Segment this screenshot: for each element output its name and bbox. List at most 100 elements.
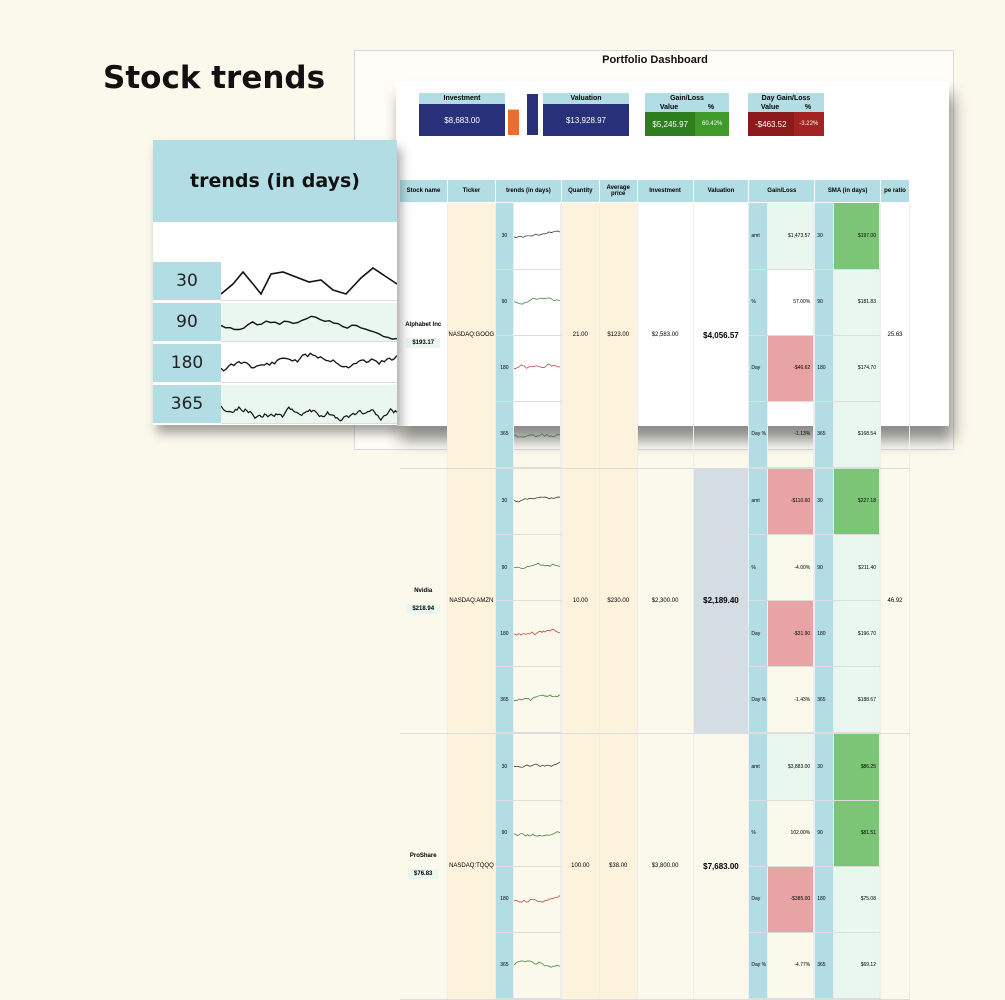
sma-cell: 30 $86.25 90 $81.51 180 $75.08 365 $69.12 — [814, 733, 881, 1000]
sma-value: $75.08 — [833, 866, 881, 933]
gain-loss-label: Gain/Loss — [645, 93, 729, 104]
valuation-label: Valuation — [543, 93, 629, 104]
trend-cell: 30 90 180 365 — [495, 202, 562, 469]
trend-label: 365 — [495, 401, 514, 468]
trend-label: 180 — [495, 866, 514, 933]
col-trends: trends (in days) — [494, 179, 562, 203]
col-investment: Investment — [636, 179, 694, 203]
ticker: NASDAQ:AMZN — [447, 468, 496, 734]
gl-value: -4.77% — [767, 932, 815, 999]
gl-value: 102.00% — [767, 800, 815, 867]
valuation-value: $13,928.97 — [543, 104, 629, 136]
sma-value: $181.83 — [833, 269, 881, 336]
sma-value: $81.51 — [833, 800, 881, 867]
trend-label-180: 180 — [153, 344, 221, 383]
trends-zoom-header: trends (in days) — [153, 140, 397, 222]
gl-label: Day % — [749, 401, 768, 468]
gl-label: % — [749, 269, 768, 336]
ticker: NASDAQ:GOOG — [447, 202, 496, 469]
trend-plot-365 — [220, 385, 398, 424]
stock-name: ProShare — [409, 853, 437, 860]
pe-ratio: 25.63 — [880, 202, 910, 469]
gl-label: amt — [749, 468, 768, 535]
dashboard-title: Portfolio Dashboard — [602, 54, 708, 66]
sma-value: $211.40 — [833, 534, 881, 601]
gain-loss-card: Gain/Loss Value % $5,245.97 60.42% — [645, 93, 729, 136]
col-stock-name: Stock name — [399, 179, 448, 203]
table-row: Alphabet Inc $193.17 NASDAQ:GOOG 30 90 1… — [399, 202, 910, 469]
trend-label-30: 30 — [153, 262, 221, 301]
gl-value: -$46.62 — [767, 335, 815, 402]
quantity: 100.00 — [561, 733, 600, 1000]
valuation-card: Valuation $13,928.97 — [543, 93, 629, 136]
sma-cell: 30 $227.18 90 $211.40 180 $196.70 365 $188.… — [814, 468, 881, 734]
trend-row-30: 30 — [153, 262, 398, 301]
sma-value: $196.70 — [833, 600, 881, 667]
stock-price: $76.83 — [408, 869, 439, 880]
day-gain-loss-pct: -3.22% — [793, 112, 824, 136]
trend-row-180: 180 — [153, 344, 398, 383]
stock-price: $193.17 — [406, 338, 441, 349]
gl-label: Day — [749, 600, 768, 667]
day-gain-loss-label: Day Gain/Loss — [748, 93, 824, 104]
valuation: $2,189.40 — [693, 468, 750, 734]
trend-row-90: 90 — [153, 303, 398, 342]
sma-value: $188.67 — [833, 666, 881, 733]
trend-label: 30 — [495, 468, 514, 535]
table-header-row: Stock name Ticker trends (in days) Quant… — [399, 179, 910, 203]
valuation: $7,683.00 — [693, 733, 750, 1000]
col-gain-loss: Gain/Loss — [748, 179, 816, 203]
ticker: NASDAQ:TQQQ — [447, 733, 496, 1000]
gl-label: amt — [749, 203, 768, 270]
gain-loss-value: $5,245.97 — [645, 112, 696, 136]
investment: $3,800.00 — [637, 733, 694, 1000]
gain-loss-cell: amt -$110.60% -4.00% Day -$31.90 Day % -1.… — [748, 468, 816, 734]
trend-label: 30 — [495, 734, 514, 801]
gl-value: -$31.90 — [767, 600, 815, 667]
stock-price: $218.94 — [406, 603, 441, 614]
col-avg-price: Average price — [598, 179, 638, 203]
gain-loss-cell: amt $3,883.00% 102.00% Day -$385.00 Day % … — [748, 733, 816, 1000]
page-title: Stock trends — [103, 60, 326, 96]
sma-value: $227.18 — [833, 468, 881, 535]
gain-loss-pct-label: % — [707, 104, 715, 111]
gl-label: % — [749, 800, 768, 867]
sma-value: $174.70 — [833, 335, 881, 402]
col-valuation: Valuation — [692, 179, 750, 203]
sma-label: 30 — [815, 468, 834, 535]
sma-label: 365 — [815, 932, 834, 999]
trend-plot-90 — [220, 303, 398, 342]
trend-plot-180 — [220, 344, 398, 383]
gl-label: Day % — [749, 666, 768, 733]
trend-label: 365 — [495, 932, 514, 999]
sma-label: 30 — [815, 203, 834, 270]
sma-label: 90 — [815, 534, 834, 601]
trend-label-365: 365 — [153, 385, 221, 424]
trend-label: 30 — [495, 203, 514, 270]
day-gain-loss-pct-label: % — [804, 104, 812, 111]
col-pe-ratio: pe ratio — [880, 179, 910, 203]
gl-value: $3,883.00 — [767, 734, 815, 801]
sma-label: 180 — [815, 866, 834, 933]
sma-label: 180 — [815, 335, 834, 402]
pe-ratio — [880, 733, 910, 1000]
sma-label: 90 — [815, 269, 834, 336]
investment-value: $8,683.00 — [419, 104, 505, 136]
trend-plot-30 — [220, 262, 398, 301]
portfolio-table: Stock name Ticker trends (in days) Quant… — [399, 179, 910, 1000]
gain-loss-value-label: Value — [659, 104, 679, 111]
table-row: ProShare $76.83 NASDAQ:TQQQ 30 90 180 36… — [399, 733, 910, 1000]
pe-ratio: 46.92 — [880, 468, 910, 734]
investment: $2,583.00 — [637, 202, 694, 469]
sma-label: 90 — [815, 800, 834, 867]
trend-label: 90 — [495, 534, 514, 601]
col-ticker: Ticker — [446, 179, 496, 203]
valuation: $4,056.57 — [693, 202, 750, 469]
sma-value: $168.54 — [833, 401, 881, 468]
gl-label: Day — [749, 335, 768, 402]
gl-value: 57.00% — [767, 269, 815, 336]
gl-value: -1.13% — [767, 401, 815, 468]
trend-row-365: 365 — [153, 385, 398, 424]
gl-value: -$385.00 — [767, 866, 815, 933]
quantity: 21.00 — [561, 202, 600, 469]
